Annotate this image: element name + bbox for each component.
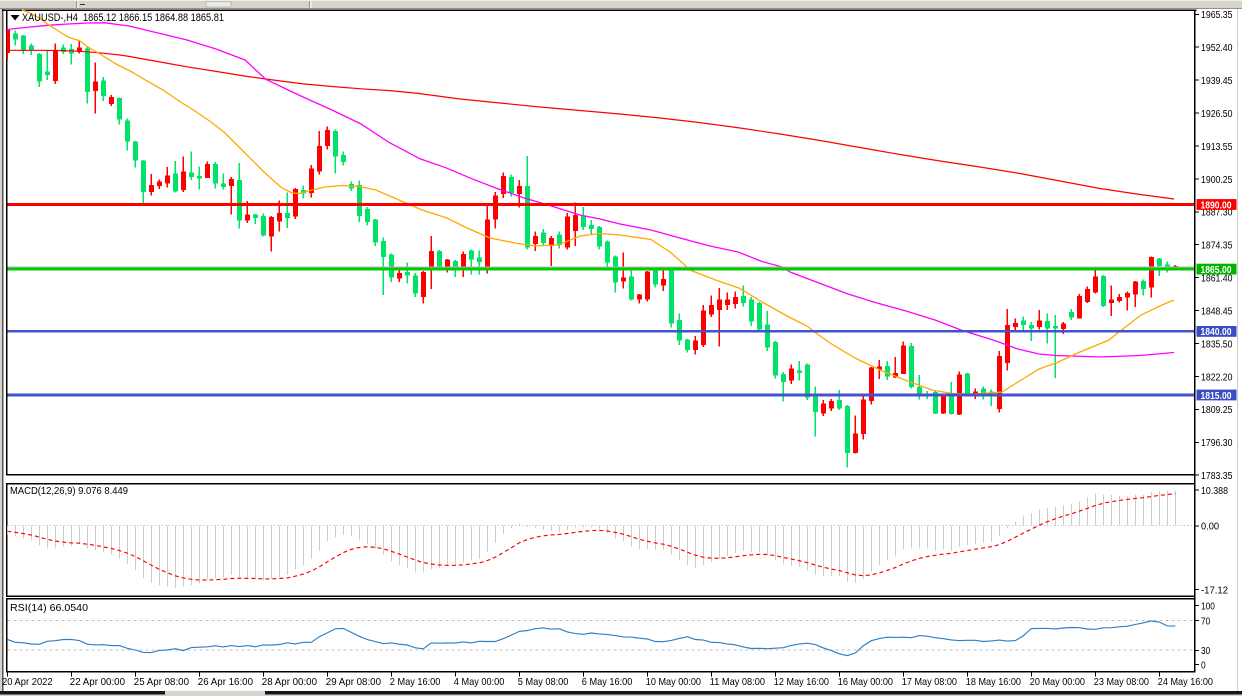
svg-text:1822.20: 1822.20 — [1201, 372, 1233, 383]
svg-text:12 May 16:00: 12 May 16:00 — [774, 676, 829, 688]
svg-text:24 May 16:00: 24 May 16:00 — [1158, 676, 1213, 688]
svg-text:MACD(12,26,9) 9.076 8.449: MACD(12,26,9) 9.076 8.449 — [10, 485, 128, 497]
svg-text:17 May 08:00: 17 May 08:00 — [902, 676, 957, 688]
svg-text:28 Apr 00:00: 28 Apr 00:00 — [262, 676, 317, 688]
svg-text:1840.00: 1840.00 — [1201, 327, 1232, 338]
svg-text:26 Apr 16:00: 26 Apr 16:00 — [198, 676, 253, 688]
svg-text:16 May 00:00: 16 May 00:00 — [838, 676, 893, 688]
svg-text:XAUUSD-,H4 1865.12 1866.15 18: XAUUSD-,H4 1865.12 1866.15 1864.88 1865.… — [22, 12, 224, 24]
svg-text:RSI(14) 66.0540: RSI(14) 66.0540 — [10, 602, 88, 614]
svg-text:0: 0 — [1201, 660, 1206, 671]
svg-text:29 Apr 08:00: 29 Apr 08:00 — [326, 676, 381, 688]
svg-text:6 May 16:00: 6 May 16:00 — [582, 676, 633, 688]
svg-text:11 May 08:00: 11 May 08:00 — [710, 676, 765, 688]
svg-text:20 May 00:00: 20 May 00:00 — [1030, 676, 1085, 688]
svg-text:1913.55: 1913.55 — [1201, 142, 1233, 153]
svg-text:1796.30: 1796.30 — [1201, 438, 1233, 449]
svg-text:1865.00: 1865.00 — [1201, 265, 1232, 276]
svg-text:30: 30 — [1201, 646, 1211, 657]
svg-text:18 May 16:00: 18 May 16:00 — [966, 676, 1021, 688]
svg-text:1890.00: 1890.00 — [1201, 200, 1232, 211]
svg-text:10.388: 10.388 — [1201, 486, 1228, 497]
svg-text:22 Apr 00:00: 22 Apr 00:00 — [70, 676, 125, 688]
svg-text:1835.50: 1835.50 — [1201, 339, 1233, 350]
svg-text:1783.35: 1783.35 — [1201, 471, 1233, 482]
svg-text:5 May 08:00: 5 May 08:00 — [518, 676, 569, 688]
svg-text:25 Apr 08:00: 25 Apr 08:00 — [134, 676, 189, 688]
svg-text:0.00: 0.00 — [1201, 522, 1219, 533]
svg-text:1965.35: 1965.35 — [1201, 10, 1233, 21]
svg-text:1815.00: 1815.00 — [1201, 391, 1232, 402]
svg-text:1939.45: 1939.45 — [1201, 76, 1233, 87]
svg-text:2 May 16:00: 2 May 16:00 — [390, 676, 441, 688]
svg-text:1887.30: 1887.30 — [1201, 208, 1233, 219]
svg-text:1874.35: 1874.35 — [1201, 241, 1233, 252]
svg-text:1900.25: 1900.25 — [1201, 175, 1233, 186]
svg-text:1809.25: 1809.25 — [1201, 405, 1233, 416]
svg-text:-17.12: -17.12 — [1201, 585, 1228, 596]
svg-text:1926.50: 1926.50 — [1201, 109, 1233, 120]
svg-text:1848.45: 1848.45 — [1201, 307, 1233, 318]
svg-text:70: 70 — [1201, 617, 1211, 628]
svg-text:100: 100 — [1201, 601, 1215, 612]
svg-text:23 May 08:00: 23 May 08:00 — [1094, 676, 1149, 688]
svg-text:4 May 00:00: 4 May 00:00 — [454, 676, 505, 688]
svg-text:1861.40: 1861.40 — [1201, 274, 1233, 285]
svg-text:10 May 00:00: 10 May 00:00 — [646, 676, 701, 688]
svg-text:1952.40: 1952.40 — [1201, 43, 1233, 54]
svg-text:20 Apr 2022: 20 Apr 2022 — [2, 676, 53, 688]
